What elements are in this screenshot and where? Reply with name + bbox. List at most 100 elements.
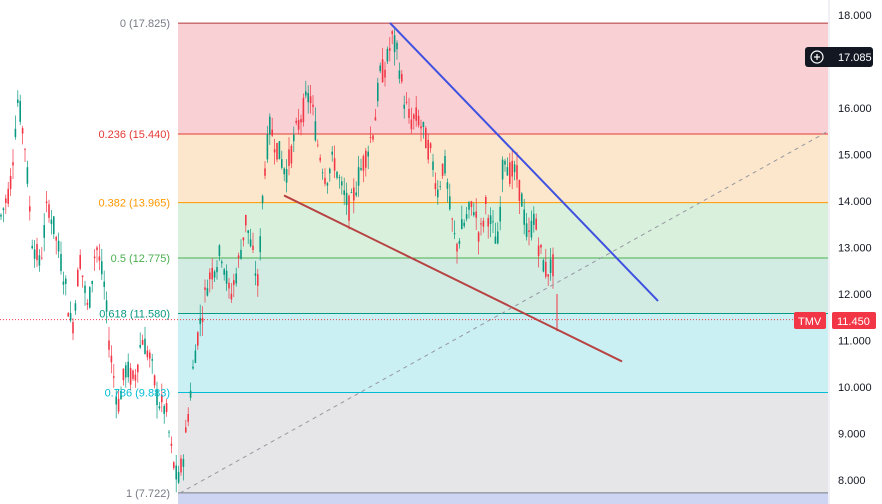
crosshair-price-tag[interactable]: 17.085 — [805, 47, 873, 67]
candle — [439, 181, 441, 191]
candle — [269, 113, 271, 145]
candle — [331, 146, 333, 162]
candle — [444, 149, 446, 176]
candle — [302, 93, 305, 127]
fibonacci-labels: 0 (17.825) 0.236 (15.440) 0.382 (13.965) 0.… — [98, 18, 170, 500]
candle — [516, 151, 518, 188]
candle — [487, 214, 489, 239]
candle — [12, 149, 14, 179]
candle — [26, 160, 29, 188]
lower-trendline[interactable] — [283, 194, 623, 363]
trendlines[interactable] — [179, 22, 829, 494]
candle — [317, 139, 319, 148]
price-tick-label: 18.000 — [838, 10, 872, 22]
candle — [201, 306, 204, 336]
fib-label-0_236: 0.236 (15.440) — [98, 129, 170, 141]
candle — [312, 95, 314, 116]
candle — [247, 230, 249, 244]
candle — [389, 37, 391, 62]
candle — [386, 46, 389, 65]
price-tick-label: 16.000 — [838, 103, 872, 115]
candle — [113, 363, 115, 388]
candle — [77, 267, 79, 287]
candle — [98, 243, 101, 271]
candle — [434, 172, 437, 197]
candle — [521, 192, 523, 207]
candle — [129, 363, 132, 391]
candle — [93, 249, 96, 271]
candle — [17, 90, 19, 107]
candle — [324, 168, 326, 187]
plus-circle-icon[interactable] — [810, 50, 824, 64]
candle — [84, 280, 86, 306]
candle — [266, 125, 269, 163]
candle — [187, 407, 189, 427]
candle — [372, 133, 374, 143]
candle — [381, 47, 384, 84]
fib-label-0_382: 0.382 (13.965) — [98, 198, 170, 210]
candle — [365, 147, 367, 177]
candle — [458, 238, 461, 249]
candle — [211, 258, 213, 290]
candle — [216, 260, 218, 280]
candle — [513, 160, 516, 181]
candle — [14, 115, 17, 140]
candle — [427, 133, 429, 164]
upper-trendline[interactable] — [389, 22, 659, 302]
candle — [180, 454, 182, 476]
candle — [285, 159, 288, 193]
candle — [336, 170, 338, 180]
candle — [45, 191, 48, 213]
candle — [453, 220, 456, 240]
candle — [473, 202, 475, 217]
fibonacci-zones — [178, 23, 828, 504]
candle — [21, 125, 24, 145]
candle — [357, 155, 360, 197]
candle — [501, 156, 504, 193]
price-axis[interactable]: 8.000 9.000 10.000 11.000 12.000 13.000 14.000… — [838, 10, 872, 487]
candle — [489, 207, 492, 238]
candle — [518, 179, 521, 214]
candle — [189, 382, 192, 401]
candle — [290, 144, 293, 169]
candle — [163, 404, 165, 424]
candle — [535, 213, 537, 231]
candle — [449, 183, 451, 211]
fib-zone-0_382 — [178, 202, 828, 258]
candle — [437, 180, 439, 205]
candle — [391, 29, 393, 45]
candle — [374, 109, 377, 121]
candle — [264, 161, 266, 180]
candle — [144, 326, 146, 355]
candle — [103, 270, 105, 300]
candle — [245, 214, 247, 233]
candle — [115, 389, 117, 419]
candle — [413, 113, 415, 130]
candle — [5, 194, 7, 214]
candle — [369, 126, 372, 143]
candle — [321, 168, 324, 180]
price-tick-label: 11.000 — [838, 336, 871, 348]
candle — [223, 267, 225, 281]
candle — [350, 188, 353, 194]
candle — [341, 176, 343, 195]
candle — [29, 195, 31, 221]
candle — [295, 117, 297, 126]
candle — [221, 259, 223, 268]
dashed-trendline[interactable] — [179, 130, 829, 494]
candle — [48, 199, 50, 223]
candle — [86, 299, 89, 310]
candle — [305, 80, 307, 99]
candle — [149, 349, 151, 368]
fib-label-0_618: 0.618 (11.580) — [99, 309, 170, 321]
candle — [199, 304, 201, 337]
candle — [197, 331, 199, 350]
candle — [477, 230, 480, 255]
candle — [482, 217, 485, 233]
price-tick-label: 13.000 — [838, 243, 872, 255]
symbol-label: TMV — [798, 316, 822, 328]
candle — [278, 140, 281, 160]
candle — [161, 383, 163, 413]
candle — [499, 196, 501, 231]
